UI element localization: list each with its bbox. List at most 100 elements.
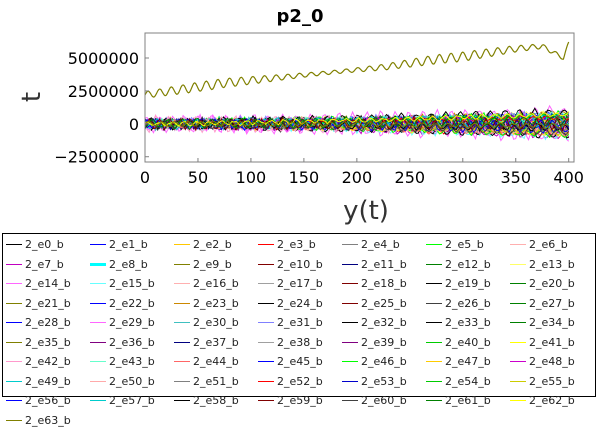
legend-label: 2_e18_b xyxy=(361,277,407,290)
legend-item: 2_e62_b xyxy=(510,393,575,408)
legend-label: 2_e52_b xyxy=(277,374,323,388)
legend-label: 2_e31_b xyxy=(277,316,323,329)
legend-swatch xyxy=(258,380,274,382)
y-tick-label: 0 xyxy=(129,115,139,134)
legend-label: 2_e36_b xyxy=(109,335,155,349)
legend-swatch xyxy=(6,341,22,343)
legend-swatch xyxy=(510,244,526,245)
legend-swatch xyxy=(174,283,190,284)
legend-item: 2_e60_b xyxy=(342,393,407,408)
legend-item: 2_e24_b xyxy=(258,296,323,311)
series-line-highlight xyxy=(145,41,570,98)
legend-swatch xyxy=(174,400,190,401)
legend-label: 2_e2_b xyxy=(193,238,232,251)
legend-item: 2_e29_b xyxy=(90,315,155,330)
legend-item: 2_e3_b xyxy=(258,237,316,252)
legend-item: 2_e36_b xyxy=(90,335,155,350)
legend-swatch xyxy=(90,400,106,401)
legend-item: 2_e51_b xyxy=(174,374,239,389)
legend-item: 2_e5_b xyxy=(426,237,484,252)
legend-item: 2_e23_b xyxy=(174,296,239,311)
legend-item: 2_e53_b xyxy=(342,374,407,389)
legend-swatch xyxy=(174,263,190,265)
legend-label: 2_e19_b xyxy=(445,277,491,290)
legend-item: 2_e20_b xyxy=(510,276,575,291)
x-tick-label: 0 xyxy=(140,168,150,187)
legend-item: 2_e63_b xyxy=(6,413,71,428)
legend-swatch xyxy=(258,244,274,245)
legend-swatch xyxy=(426,283,442,284)
legend-item: 2_e9_b xyxy=(174,257,232,272)
legend-label: 2_e35_b xyxy=(25,335,71,349)
legend-label: 2_e38_b xyxy=(277,335,323,349)
legend-item: 2_e37_b xyxy=(174,335,239,350)
legend-swatch xyxy=(342,283,358,284)
legend-swatch xyxy=(426,302,442,304)
legend-swatch xyxy=(426,361,442,362)
legend-label: 2_e58_b xyxy=(193,394,239,407)
legend-swatch xyxy=(426,263,442,265)
legend-label: 2_e9_b xyxy=(193,257,232,271)
legend-swatch xyxy=(90,380,106,382)
legend-label: 2_e62_b xyxy=(529,394,575,407)
legend-item: 2_e12_b xyxy=(426,257,491,272)
legend-item: 2_e26_b xyxy=(426,296,491,311)
legend-swatch xyxy=(342,400,358,401)
legend-item: 2_e21_b xyxy=(6,296,71,311)
legend-swatch xyxy=(6,302,22,304)
legend-item: 2_e56_b xyxy=(6,393,71,408)
legend-label: 2_e20_b xyxy=(529,277,575,290)
legend-item: 2_e41_b xyxy=(510,335,575,350)
legend-item: 2_e8_b xyxy=(90,257,148,272)
legend-label: 2_e60_b xyxy=(361,394,407,407)
legend-swatch xyxy=(258,400,274,401)
legend-swatch xyxy=(342,380,358,382)
x-axis-label: y(t) xyxy=(343,196,389,226)
legend-label: 2_e22_b xyxy=(109,296,155,310)
legend-label: 2_e50_b xyxy=(109,374,155,388)
legend-swatch xyxy=(6,283,22,284)
legend-item: 2_e4_b xyxy=(342,237,400,252)
legend-item: 2_e59_b xyxy=(258,393,323,408)
legend-swatch xyxy=(6,400,22,401)
legend-label: 2_e42_b xyxy=(25,355,71,368)
legend-label: 2_e51_b xyxy=(193,374,239,388)
legend-label: 2_e29_b xyxy=(109,316,155,329)
legend-item: 2_e32_b xyxy=(342,315,407,330)
x-tick-label: 100 xyxy=(236,168,267,187)
legend-item: 2_e55_b xyxy=(510,374,575,389)
legend-item: 2_e18_b xyxy=(342,276,407,291)
legend-item: 2_e49_b xyxy=(6,374,71,389)
legend-swatch xyxy=(90,322,106,323)
legend-label: 2_e0_b xyxy=(25,238,64,251)
legend-item: 2_e28_b xyxy=(6,315,71,330)
legend-item: 2_e50_b xyxy=(90,374,155,389)
legend-swatch xyxy=(342,244,358,245)
legend-item: 2_e39_b xyxy=(342,335,407,350)
chart: p2_0 0 50 100 150 200 250 300 350 400−2500000025… xyxy=(17,6,584,226)
legend-swatch xyxy=(90,302,106,304)
legend-item: 2_e58_b xyxy=(174,393,239,408)
legend-swatch xyxy=(258,322,274,323)
legend-swatch xyxy=(90,283,106,284)
legend-item: 2_e33_b xyxy=(426,315,491,330)
legend-label: 2_e13_b xyxy=(529,257,575,271)
legend-label: 2_e26_b xyxy=(445,296,491,310)
legend-item: 2_e10_b xyxy=(258,257,323,272)
legend-label: 2_e54_b xyxy=(445,374,491,388)
legend-label: 2_e12_b xyxy=(445,257,491,271)
legend-swatch xyxy=(6,361,22,362)
x-tick-label: 250 xyxy=(395,168,426,187)
legend-item: 2_e34_b xyxy=(510,315,575,330)
legend-label: 2_e3_b xyxy=(277,238,316,251)
legend-item: 2_e11_b xyxy=(342,257,407,272)
legend-label: 2_e53_b xyxy=(361,374,407,388)
legend-swatch xyxy=(342,322,358,323)
legend-item: 2_e6_b xyxy=(510,237,568,252)
legend-label: 2_e47_b xyxy=(445,355,491,368)
legend-swatch xyxy=(90,341,106,343)
legend-swatch xyxy=(258,361,274,362)
legend-swatch xyxy=(258,263,274,265)
legend-label: 2_e17_b xyxy=(277,277,323,290)
legend-swatch xyxy=(426,244,442,245)
